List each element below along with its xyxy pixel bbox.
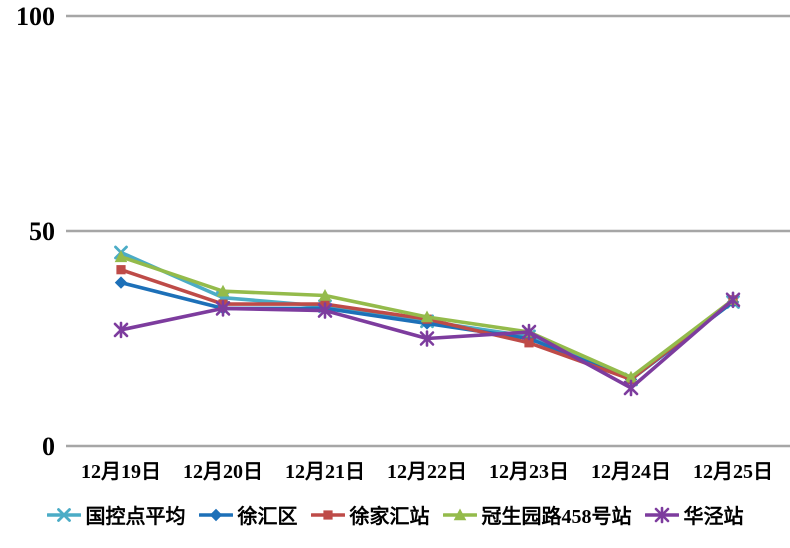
asterisk-marker-icon [419, 330, 435, 347]
asterisk-marker-icon [317, 302, 333, 319]
triangle-marker-icon [624, 370, 638, 383]
chart-legend: 国控点平均 徐汇区 徐家汇站 冠生园路458号站 华泾站 [0, 500, 790, 529]
x-marker-icon [56, 507, 71, 522]
x-axis-tick-label: 12月24日 [591, 461, 671, 483]
legend-item: 徐家汇站 [310, 500, 430, 529]
legend-item: 徐汇区 [198, 500, 298, 529]
legend-key-icon [442, 508, 477, 520]
x-axis-tick-label: 12月21日 [285, 461, 365, 483]
triangle-marker-icon [216, 284, 230, 297]
legend-item: 国控点平均 [46, 500, 186, 529]
legend-label: 华泾站 [683, 506, 744, 528]
square-marker-icon [322, 509, 333, 520]
asterisk-marker-icon [215, 300, 231, 317]
x-axis-tick-label: 12月23日 [489, 461, 569, 483]
diamond-marker-icon [114, 276, 128, 289]
legend-label: 国控点平均 [85, 506, 186, 528]
square-marker-icon [116, 265, 126, 275]
asterisk-marker-icon [521, 323, 537, 341]
legend-key-icon [310, 509, 345, 520]
diamond-marker-icon [209, 508, 222, 521]
triangle-marker-icon [420, 310, 434, 323]
legend-key-icon [198, 508, 233, 521]
y-axis-tick-label: 0 [42, 432, 55, 461]
plot-area: 0 50 100 12月19日 12月20日 12月21日 12月22日 12月23日 12月2… [16, 2, 790, 483]
y-axis-tick-label: 100 [16, 2, 55, 31]
asterisk-marker-icon [623, 379, 639, 397]
legend-key-icon [46, 507, 81, 522]
y-axis-tick-label: 50 [29, 217, 55, 246]
legend-item: 冠生园路458号站 [442, 500, 632, 529]
square-marker-icon [524, 338, 534, 348]
triangle-marker-icon [318, 289, 332, 301]
asterisk-marker-icon [725, 291, 741, 309]
legend-key-icon [644, 506, 679, 523]
x-axis-tick-label: 12月20日 [183, 461, 263, 483]
legend-item: 华泾站 [644, 500, 744, 529]
x-axis-tick-label: 12月22日 [387, 461, 467, 483]
triangle-marker-icon [114, 250, 128, 263]
x-axis-tick-label: 12月19日 [81, 461, 161, 483]
x-axis-tick-label: 12月25日 [693, 461, 773, 483]
legend-label: 徐汇区 [237, 506, 298, 528]
legend-label: 徐家汇站 [349, 506, 430, 528]
legend-label: 冠生园路458号站 [481, 506, 632, 528]
triangle-marker-icon [453, 508, 466, 520]
asterisk-marker-icon [654, 506, 669, 523]
asterisk-marker-icon [113, 321, 129, 339]
